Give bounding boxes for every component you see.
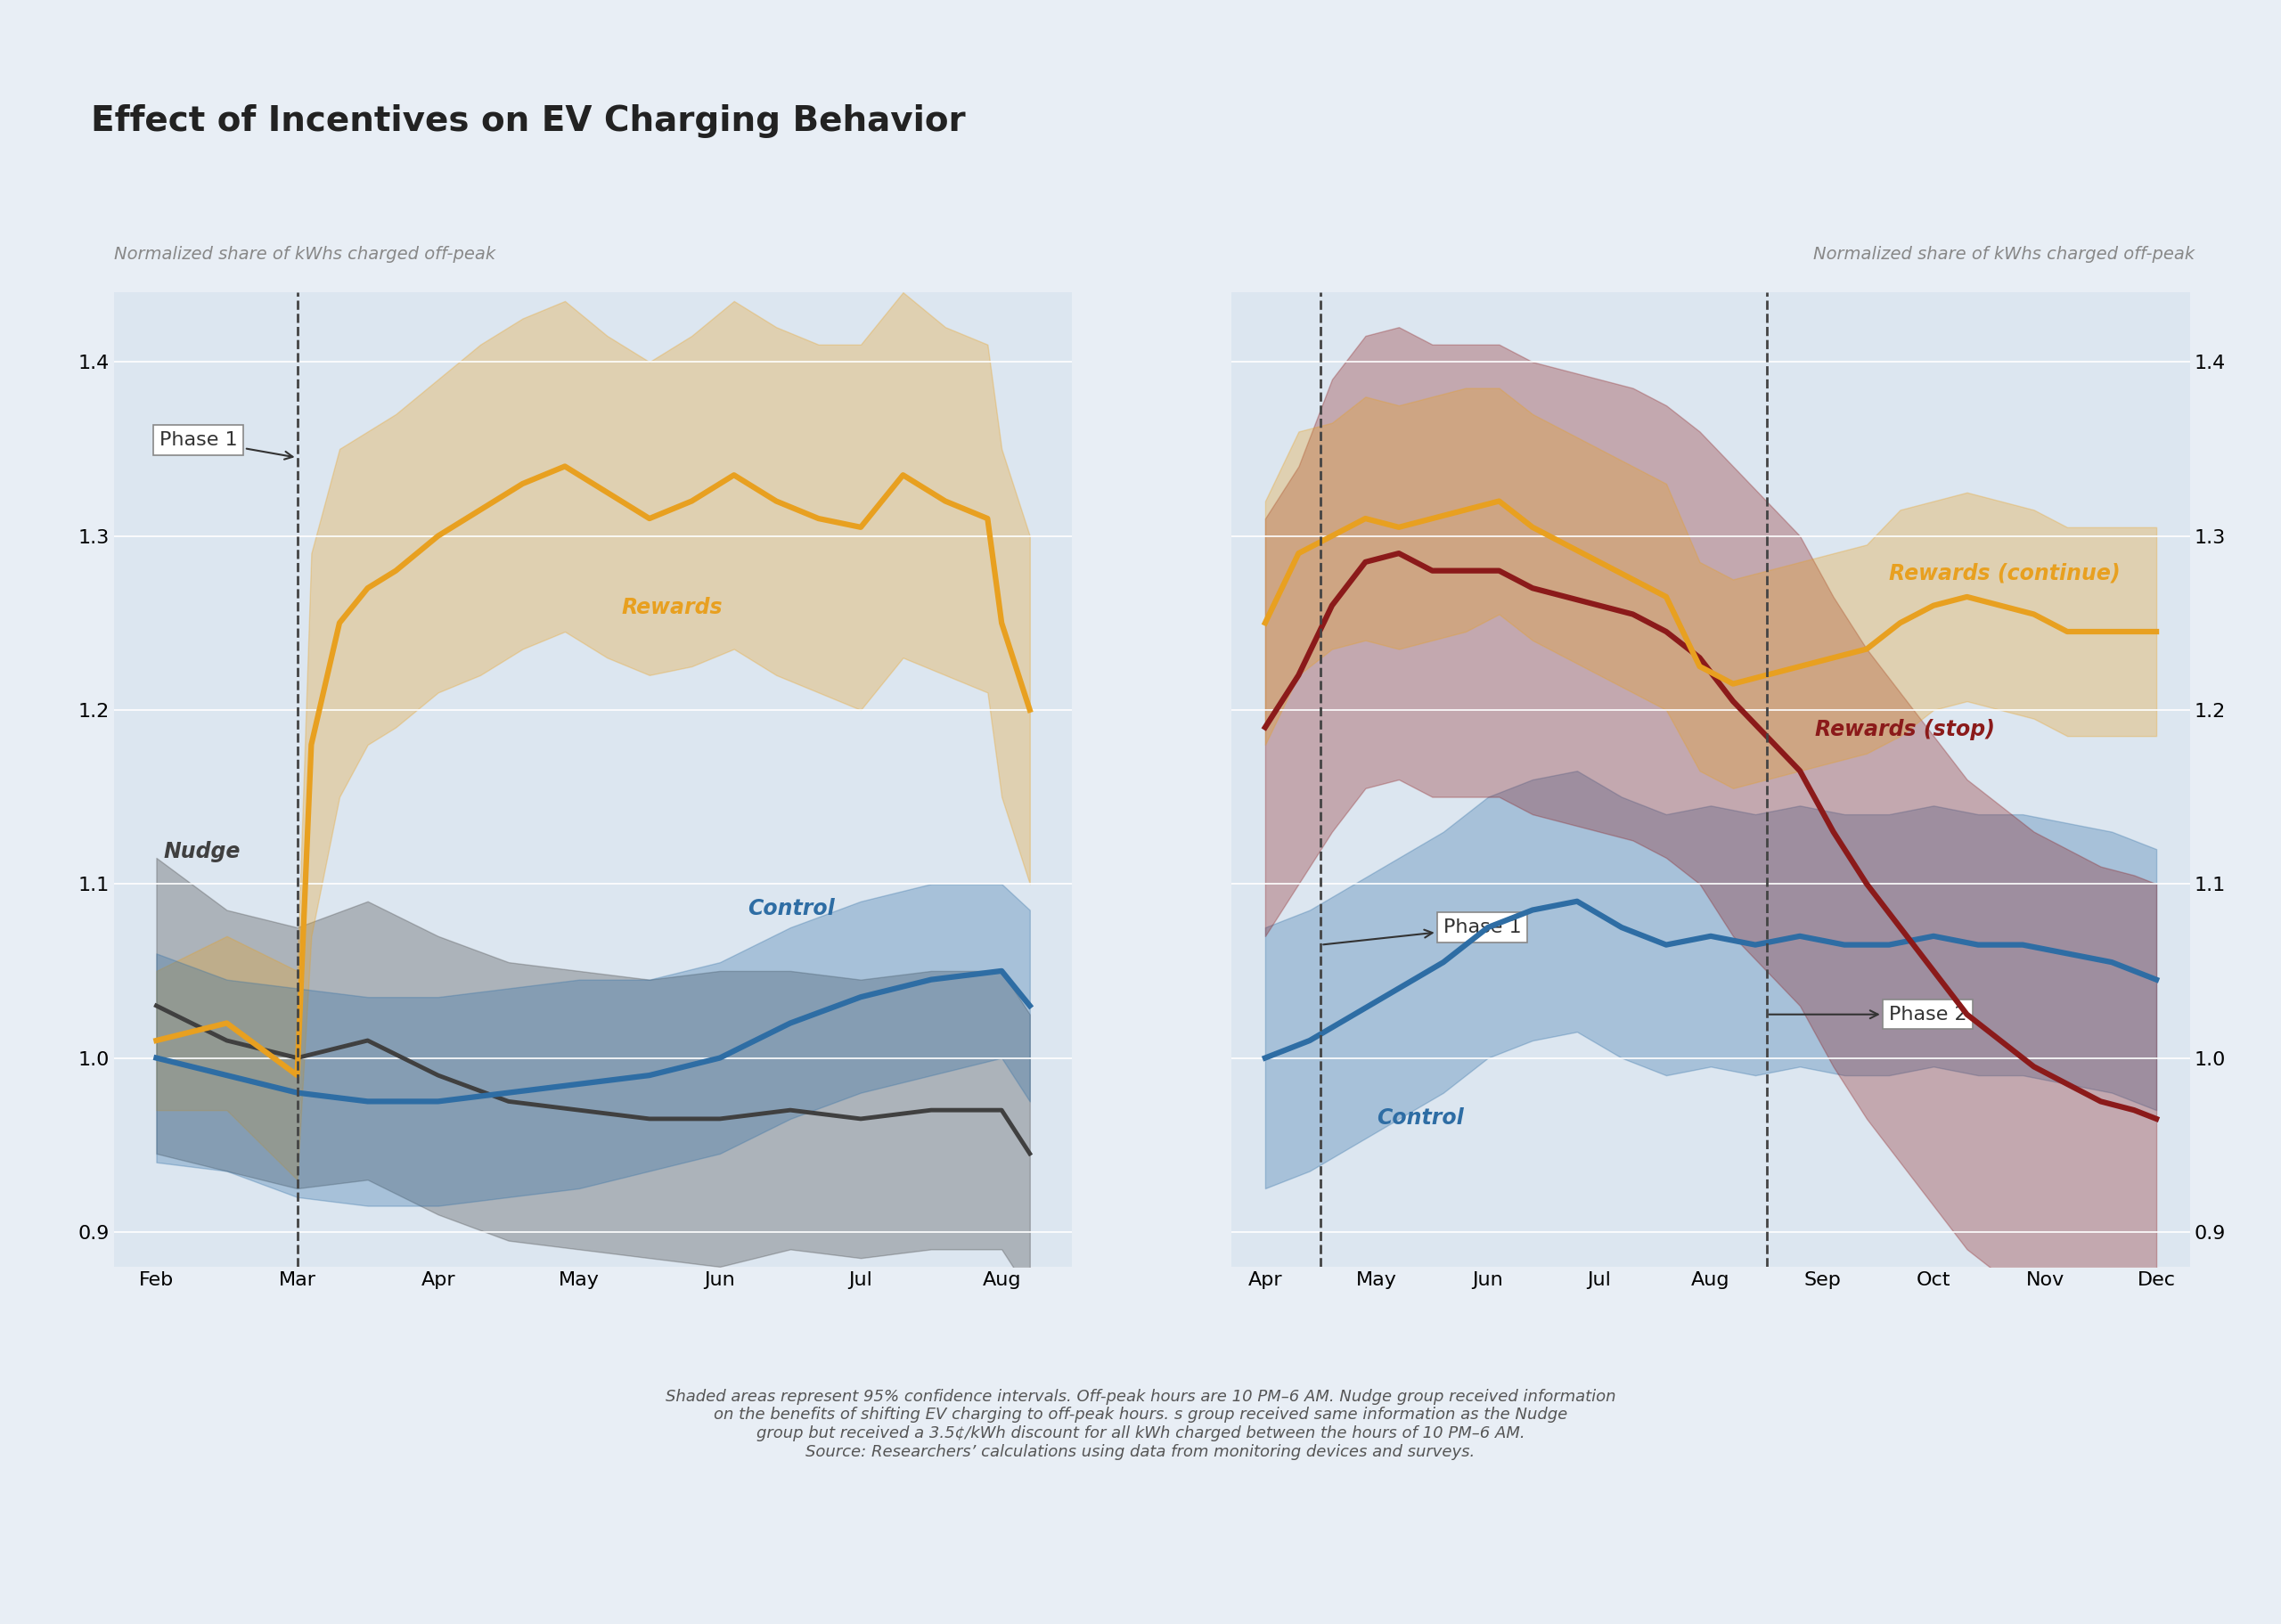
Text: Shaded areas represent 95% confidence intervals. Off-peak hours are 10 PM–6 AM. : Shaded areas represent 95% confidence in… bbox=[666, 1389, 1615, 1460]
Text: Effect of Incentives on EV Charging Behavior: Effect of Incentives on EV Charging Beha… bbox=[91, 104, 965, 138]
Text: Rewards: Rewards bbox=[620, 598, 723, 619]
Text: Phase 2: Phase 2 bbox=[1770, 1005, 1966, 1023]
Text: Phase 1: Phase 1 bbox=[1323, 919, 1521, 945]
Text: Control: Control bbox=[748, 898, 835, 919]
Text: Control: Control bbox=[1375, 1108, 1464, 1129]
Text: Phase 1: Phase 1 bbox=[160, 432, 292, 460]
Text: Normalized share of kWhs charged off-peak: Normalized share of kWhs charged off-pea… bbox=[1813, 247, 2194, 263]
Text: Rewards (stop): Rewards (stop) bbox=[1816, 719, 1996, 741]
Text: Normalized share of kWhs charged off-peak: Normalized share of kWhs charged off-pea… bbox=[114, 247, 495, 263]
Text: Nudge: Nudge bbox=[164, 841, 240, 862]
Text: Rewards (continue): Rewards (continue) bbox=[1889, 562, 2121, 585]
